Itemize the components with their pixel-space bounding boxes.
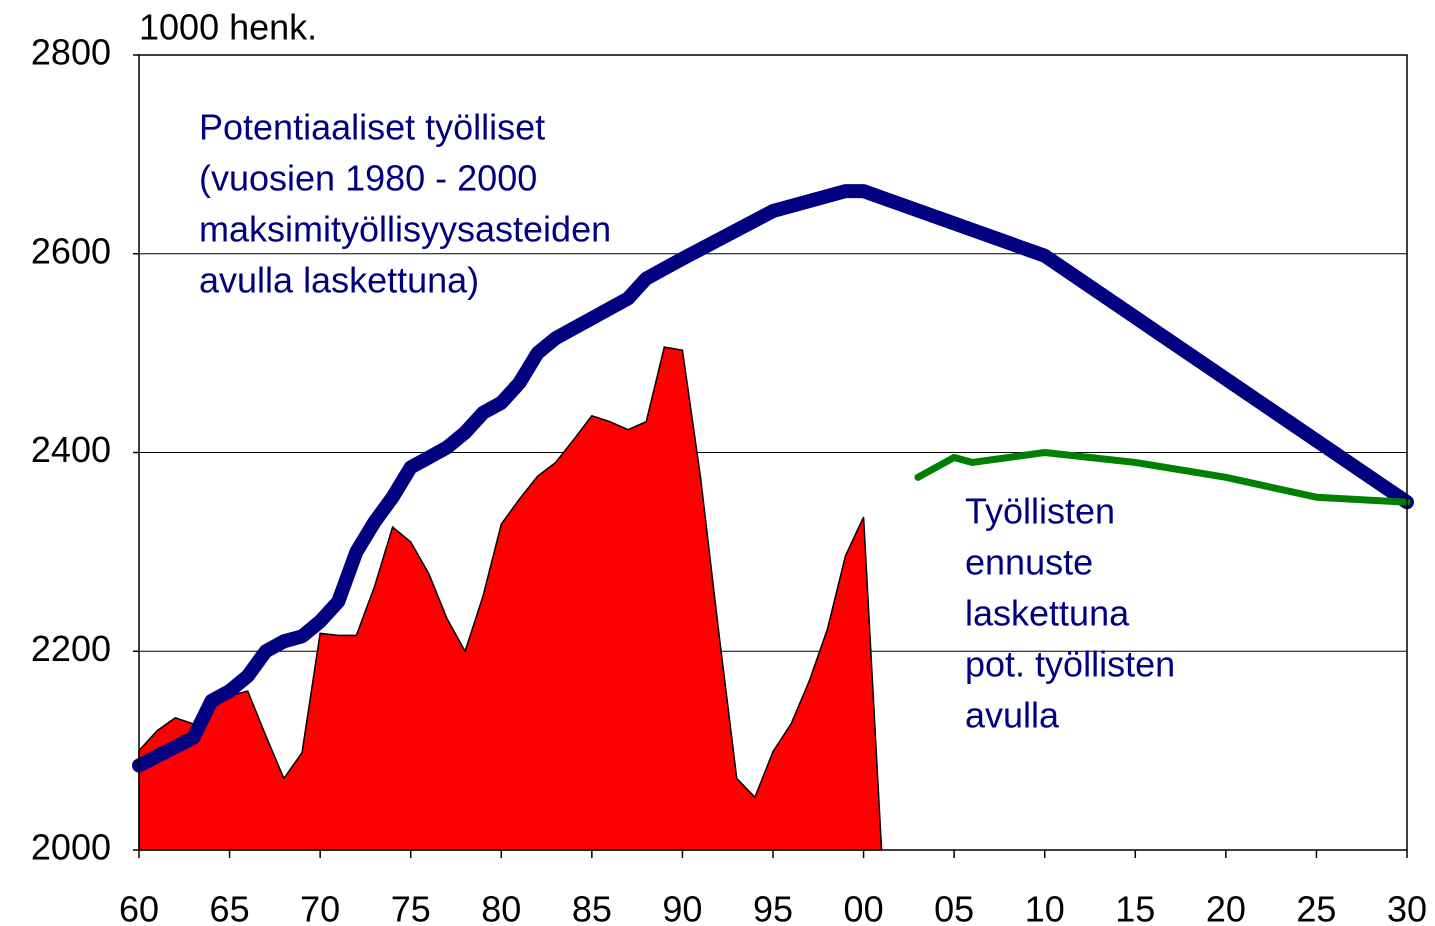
x-tick-label: 75 bbox=[391, 889, 431, 926]
y-unit-label: 1000 henk. bbox=[139, 7, 317, 48]
x-tick-label: 25 bbox=[1296, 889, 1336, 926]
x-tick-label: 80 bbox=[481, 889, 521, 926]
y-tick-label: 2200 bbox=[31, 628, 111, 669]
annotation: laskettuna bbox=[965, 593, 1130, 634]
x-tick-label: 10 bbox=[1025, 889, 1065, 926]
x-tick-label: 15 bbox=[1115, 889, 1155, 926]
annotation: (vuosien 1980 - 2000 bbox=[199, 158, 537, 199]
x-tick-label: 00 bbox=[844, 889, 884, 926]
y-tick-label: 2800 bbox=[31, 32, 111, 73]
y-tick-label: 2400 bbox=[31, 429, 111, 470]
x-tick-label: 05 bbox=[934, 889, 974, 926]
y-tick-label: 2000 bbox=[31, 827, 111, 868]
annotation: avulla bbox=[965, 695, 1060, 736]
annotation: Työllisten bbox=[965, 491, 1115, 532]
annotation: avulla laskettuna) bbox=[199, 260, 479, 301]
x-tick-label: 85 bbox=[572, 889, 612, 926]
annotation: pot. työllisten bbox=[965, 644, 1175, 685]
annotation: Potentiaaliset työlliset bbox=[199, 107, 545, 148]
y-tick-label: 2600 bbox=[31, 230, 111, 271]
x-tick-label: 60 bbox=[119, 889, 159, 926]
annotation: ennuste bbox=[965, 542, 1093, 583]
area bbox=[138, 346, 883, 851]
line bbox=[132, 184, 1414, 773]
plot-frame bbox=[138, 54, 1408, 851]
x-tick-label: 70 bbox=[300, 889, 340, 926]
x-tick-label: 90 bbox=[662, 889, 702, 926]
annotation: maksimityöllisyysasteiden bbox=[199, 209, 611, 250]
line bbox=[914, 449, 1411, 506]
x-tick-label: 65 bbox=[210, 889, 250, 926]
x-tick-label: 95 bbox=[753, 889, 793, 926]
x-tick-label: 30 bbox=[1387, 889, 1427, 926]
x-tick-label: 20 bbox=[1206, 889, 1246, 926]
